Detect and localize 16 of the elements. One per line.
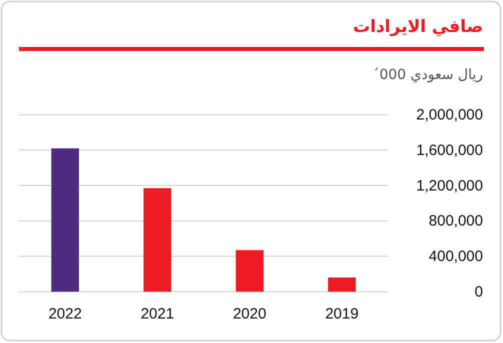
y-tick-label: 400,000 — [428, 248, 483, 266]
bar — [236, 250, 264, 292]
x-tick-label: 2020 — [232, 306, 266, 323]
y-axis-title: ريال سعودي 000´ — [372, 67, 483, 83]
y-tick-label: 2,000,000 — [416, 106, 483, 124]
chart-title: صافي الايرادات — [353, 17, 483, 37]
y-tick-label: 1,600,000 — [416, 142, 483, 159]
x-tick-label: 2019 — [325, 306, 359, 323]
bar — [51, 148, 79, 292]
bar — [328, 278, 356, 292]
y-tick-label: 0 — [474, 284, 483, 300]
y-tick-label: 800,000 — [428, 212, 483, 230]
x-tick-label: 2022 — [48, 306, 82, 323]
bar — [144, 188, 172, 292]
y-tick-label: 1,200,000 — [416, 177, 483, 194]
x-tick-label: 2021 — [140, 306, 174, 323]
